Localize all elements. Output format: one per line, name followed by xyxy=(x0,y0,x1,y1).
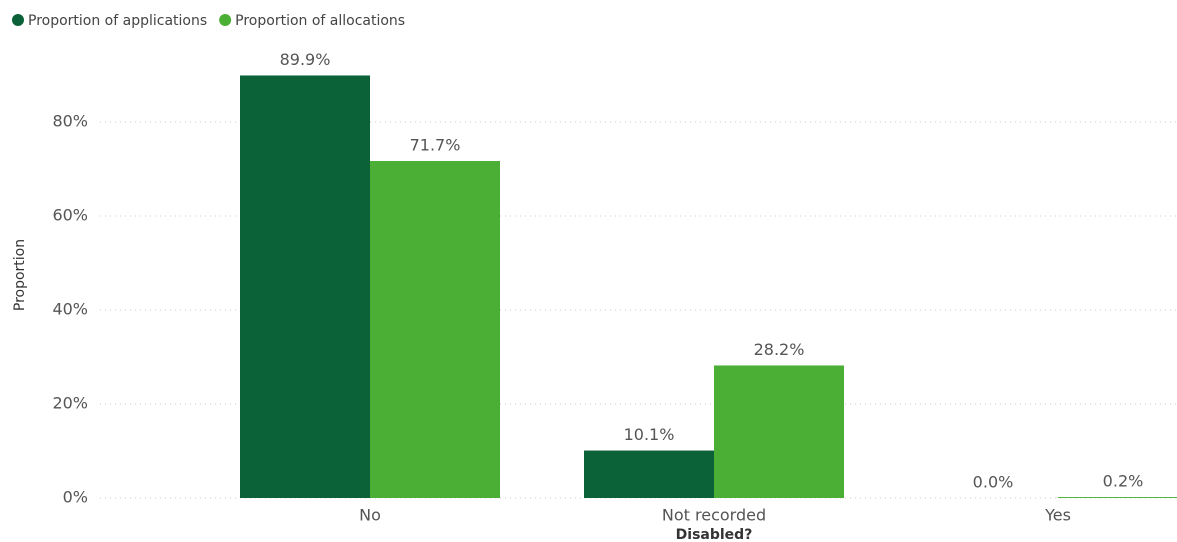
value-label: 28.2% xyxy=(754,340,805,359)
y-tick-label: 60% xyxy=(52,206,88,225)
value-label: 71.7% xyxy=(410,136,461,155)
x-tick-label: Not recorded xyxy=(662,506,766,525)
x-tick-label: No xyxy=(359,506,381,525)
bar xyxy=(1058,497,1177,498)
value-label: 89.9% xyxy=(280,50,331,69)
y-axis-title: Proportion xyxy=(12,239,28,311)
bar xyxy=(714,365,844,498)
bar xyxy=(584,450,714,498)
legend-marker xyxy=(219,14,232,26)
value-label: 0.2% xyxy=(1103,472,1144,491)
legend-label: Proportion of applications xyxy=(28,13,207,29)
y-tick-label: 20% xyxy=(52,394,88,413)
x-tick-label: Yes xyxy=(1044,506,1071,525)
y-tick-label: 40% xyxy=(52,300,88,319)
value-label: 0.0% xyxy=(973,473,1014,492)
x-axis-title: Disabled? xyxy=(676,527,753,542)
y-tick-label: 0% xyxy=(63,488,88,507)
legend-marker xyxy=(12,14,24,26)
value-label: 10.1% xyxy=(624,425,675,444)
bar xyxy=(240,75,370,498)
y-tick-label: 80% xyxy=(52,112,88,131)
bar xyxy=(370,161,500,498)
legend-label: Proportion of allocations xyxy=(235,13,405,29)
